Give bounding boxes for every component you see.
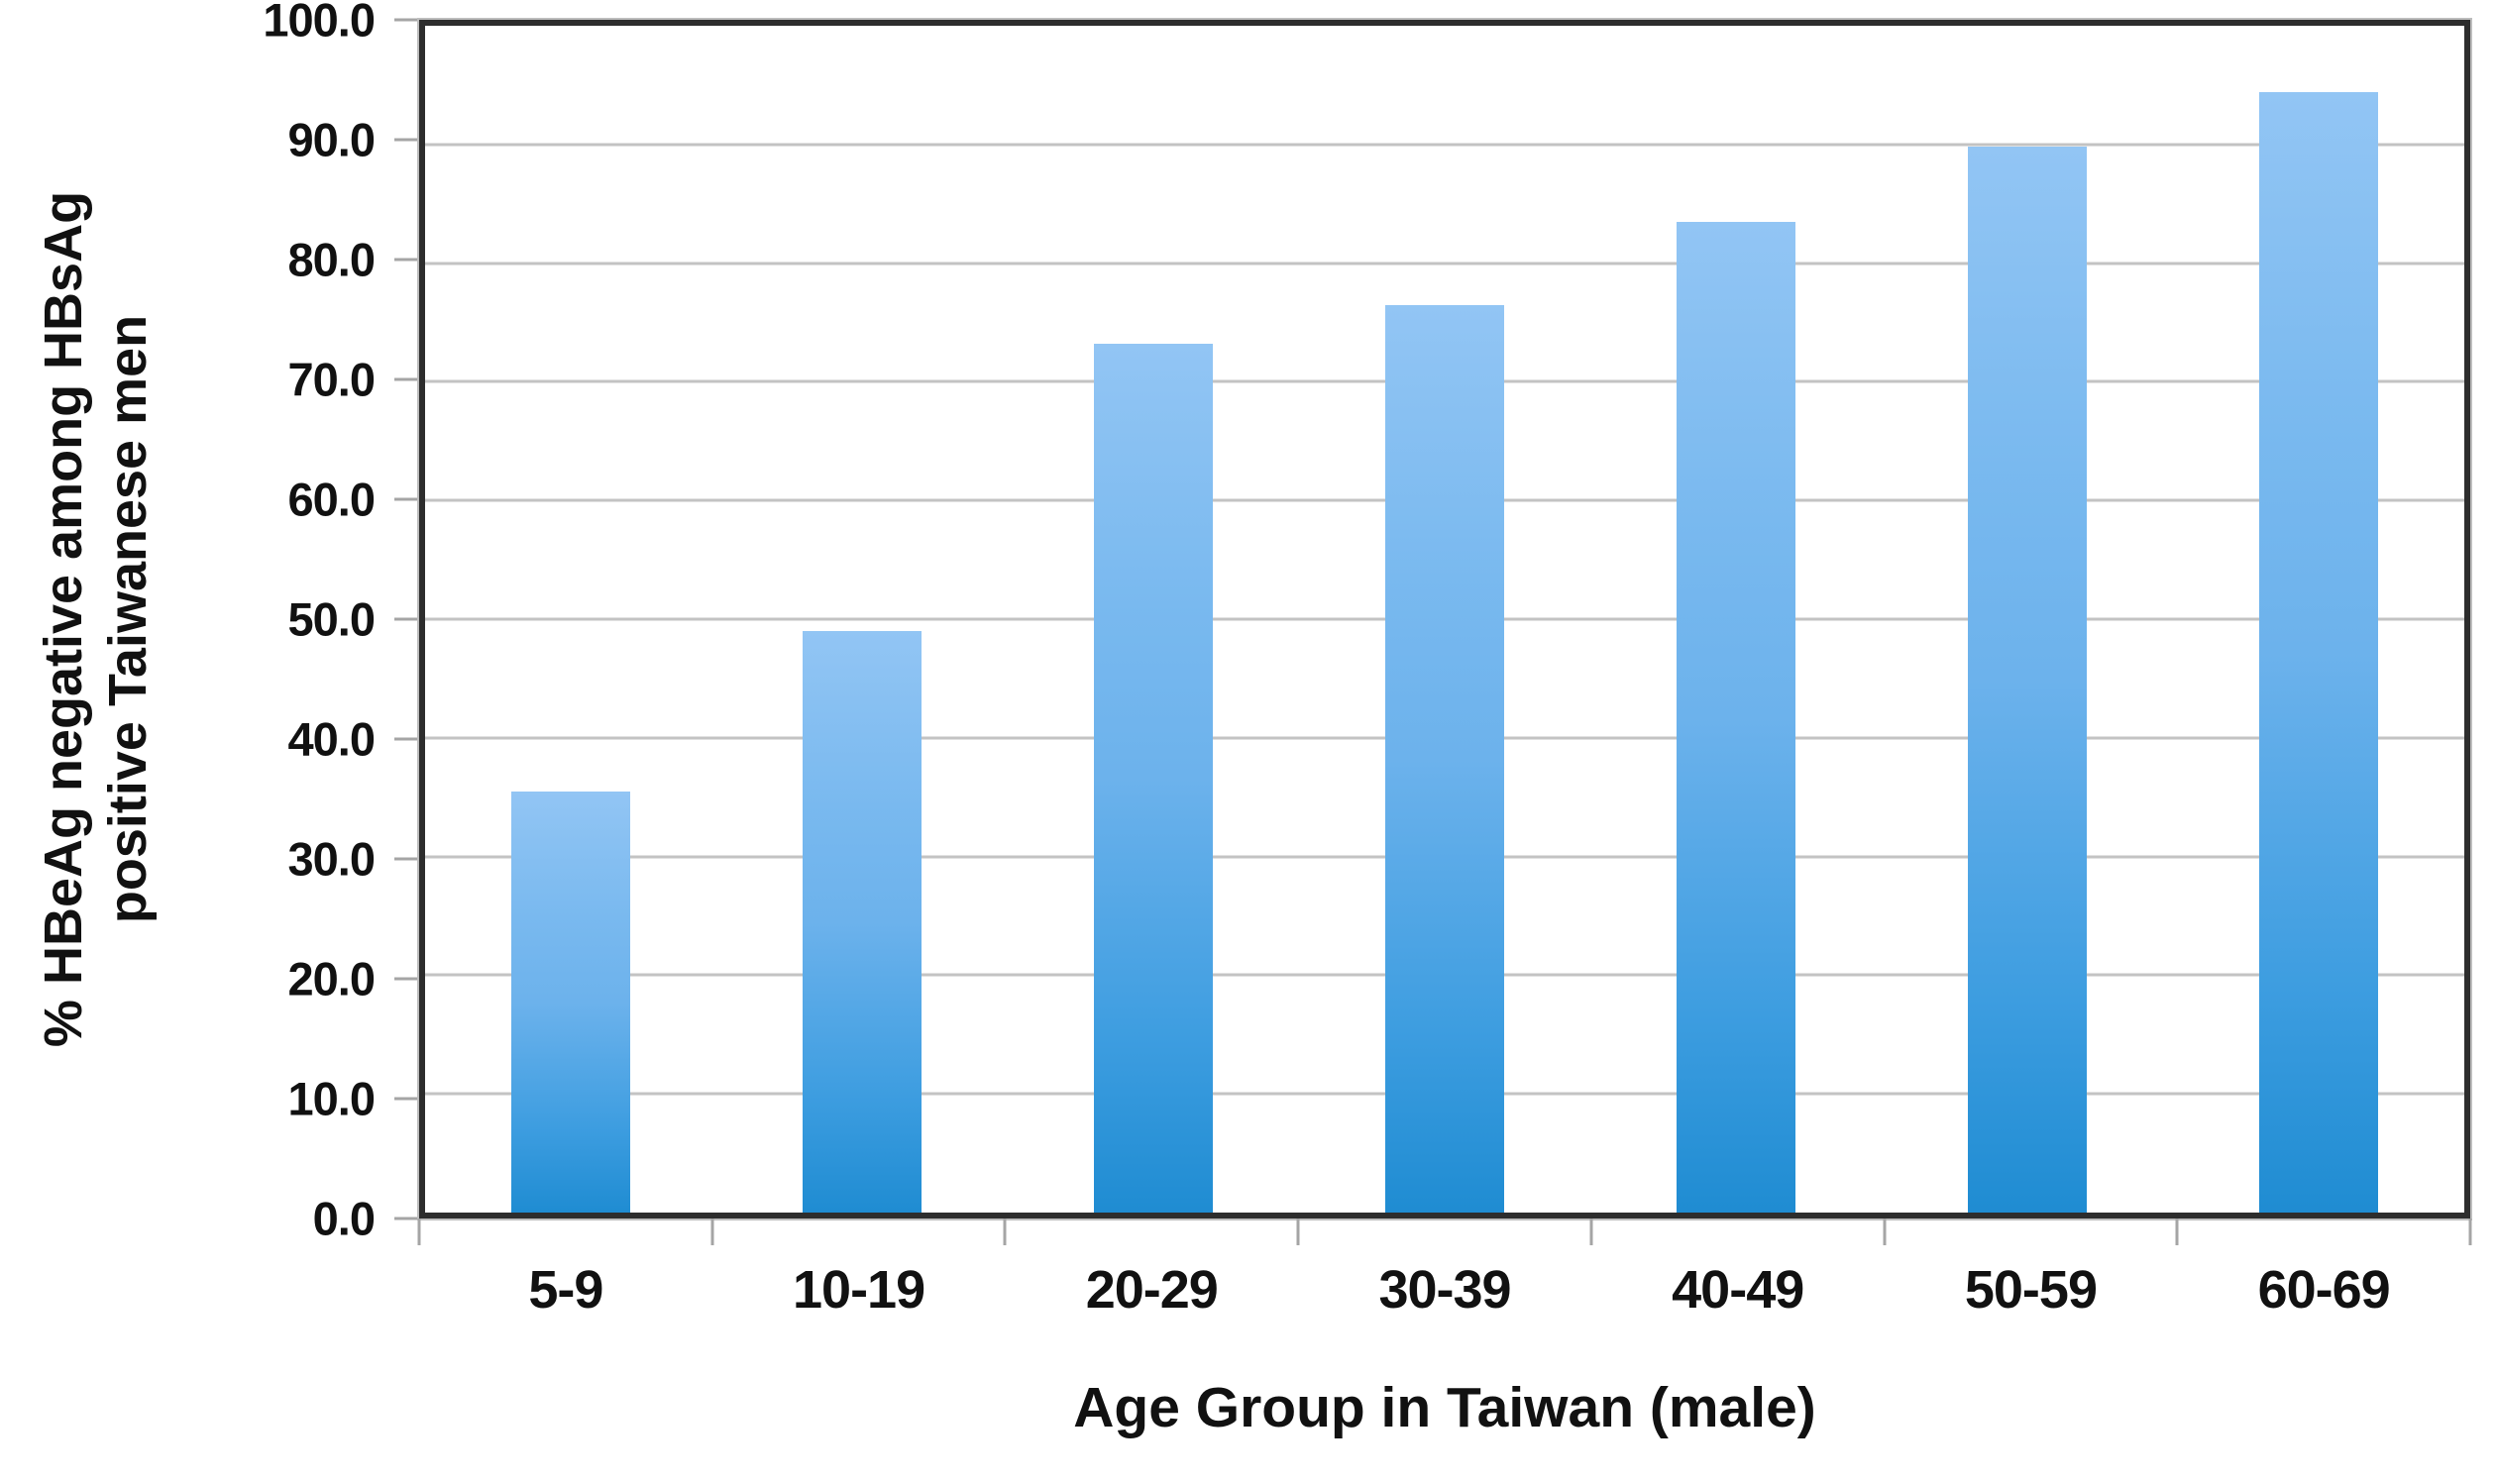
y-tick-mark-10.0	[394, 1097, 419, 1101]
plot-area	[419, 20, 2470, 1219]
x-tick-label-30-39: 30-39	[1378, 1260, 1511, 1320]
bar-slot-20-29	[1008, 26, 1299, 1213]
y-tick-mark-50.0	[394, 617, 419, 621]
y-tick-mark-70.0	[394, 377, 419, 381]
bar-20-29	[1094, 344, 1213, 1213]
x-axis-title: Age Group in Taiwan (male)	[1073, 1376, 1816, 1439]
x-axis-tick-labels: 5-9 10-19 20-29 30-39 40-49 50-59 60-69	[419, 1260, 2470, 1329]
y-tick-label-90.0: 90.0	[287, 113, 376, 166]
x-tick-mark-2	[1003, 1219, 1007, 1245]
x-tick-mark-4	[1589, 1219, 1593, 1245]
bar-60-69	[2259, 92, 2378, 1213]
y-axis-ticks	[394, 18, 419, 1220]
y-tick-label-100.0: 100.0	[263, 0, 376, 47]
x-tick-label-5-9: 5-9	[528, 1260, 603, 1320]
x-tick-label-60-69: 60-69	[2257, 1260, 2391, 1320]
bar-slot-10-19	[716, 26, 1008, 1213]
y-tick-label-40.0: 40.0	[287, 712, 376, 766]
x-tick-mark-7	[2468, 1219, 2472, 1245]
x-tick-label-50-59: 50-59	[1964, 1260, 2098, 1320]
x-tick-mark-0	[417, 1219, 421, 1245]
y-tick-mark-0.0	[394, 1217, 419, 1220]
x-tick-label-40-49: 40-49	[1672, 1260, 1804, 1320]
bar-10-19	[803, 630, 922, 1213]
bar-40-49	[1677, 221, 1795, 1213]
bar-50-59	[1968, 147, 2087, 1213]
y-tick-mark-20.0	[394, 977, 419, 981]
bar-slot-30-39	[1299, 26, 1590, 1213]
y-tick-mark-80.0	[394, 258, 419, 262]
y-tick-label-60.0: 60.0	[287, 473, 376, 526]
y-tick-label-30.0: 30.0	[287, 832, 376, 886]
y-tick-mark-100.0	[394, 18, 419, 22]
x-tick-label-10-19: 10-19	[793, 1260, 925, 1320]
x-tick-mark-6	[2175, 1219, 2179, 1245]
bar-30-39	[1385, 304, 1504, 1213]
x-tick-label-20-29: 20-29	[1085, 1260, 1219, 1320]
x-tick-mark-3	[1296, 1219, 1300, 1245]
x-tick-mark-5	[1883, 1219, 1887, 1245]
gridline-90	[425, 143, 2464, 147]
bar-slot-50-59	[1882, 26, 2173, 1213]
y-tick-label-50.0: 50.0	[287, 592, 376, 646]
gridline-80	[425, 262, 2464, 265]
bar-5-9	[511, 791, 630, 1213]
y-tick-label-80.0: 80.0	[287, 233, 376, 286]
y-tick-label-10.0: 10.0	[287, 1072, 376, 1125]
x-axis-ticks	[417, 1219, 2472, 1245]
y-axis-tick-labels: 100.0 90.0 80.0 70.0 60.0 50.0 40.0 30.0 20.0 10.…	[139, 0, 376, 1242]
y-tick-mark-90.0	[394, 138, 419, 142]
y-tick-label-0.0: 0.0	[312, 1192, 376, 1245]
y-tick-mark-40.0	[394, 737, 419, 741]
bar-slot-40-49	[1590, 26, 1882, 1213]
x-tick-mark-1	[710, 1219, 714, 1245]
bar-slot-5-9	[425, 26, 716, 1213]
y-axis-title-line1: % HBeAg negative among HBsAg	[34, 190, 93, 1048]
y-tick-label-20.0: 20.0	[287, 952, 376, 1006]
y-tick-label-70.0: 70.0	[287, 353, 376, 406]
bar-slot-60-69	[2173, 26, 2464, 1213]
y-tick-mark-30.0	[394, 857, 419, 861]
y-tick-mark-60.0	[394, 497, 419, 501]
